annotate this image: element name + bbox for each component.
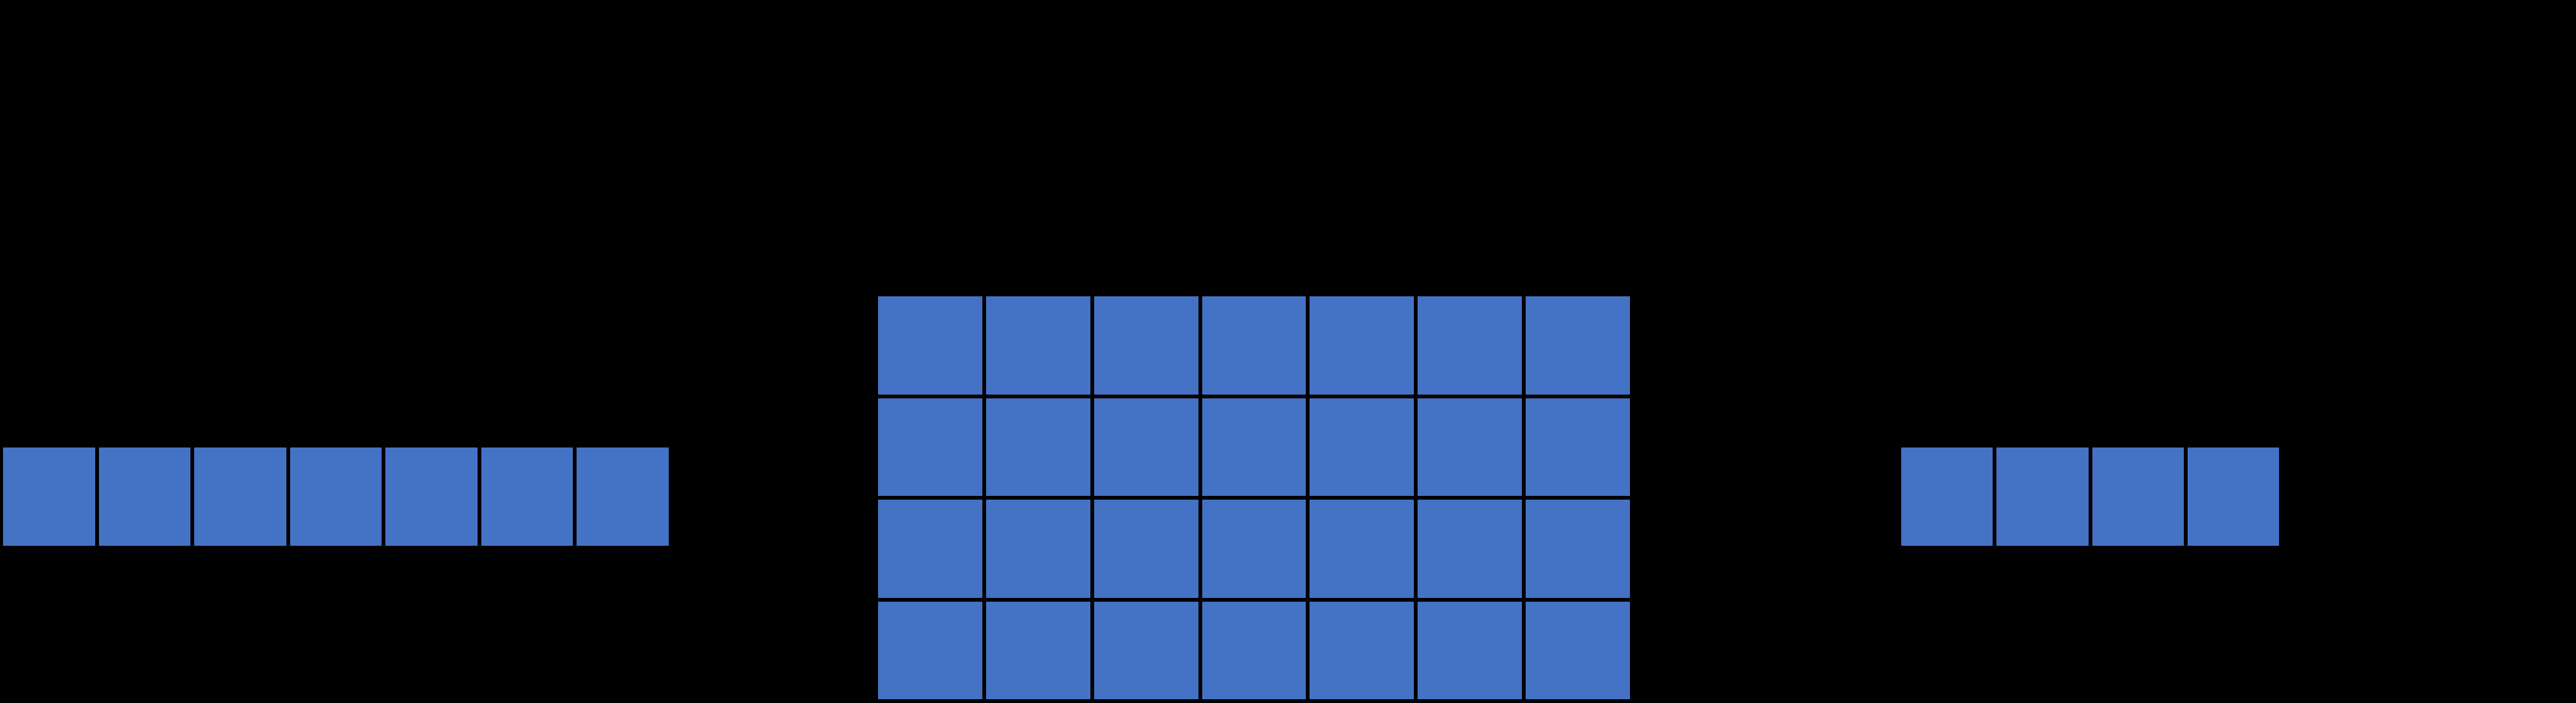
center-square-grid (878, 296, 1630, 699)
unit-square (98, 448, 191, 546)
unit-square (1201, 500, 1307, 598)
unit-square (1901, 448, 1993, 546)
unit-square (985, 296, 1090, 395)
unit-square (1093, 296, 1198, 395)
unit-square (1310, 500, 1415, 598)
unit-square (1526, 601, 1630, 699)
unit-square (1418, 398, 1523, 496)
unit-square (3, 448, 95, 546)
unit-square (1201, 296, 1307, 395)
unit-square (2187, 448, 2279, 546)
right-square-row (1901, 448, 2279, 546)
unit-square (1418, 500, 1523, 598)
unit-square (1526, 398, 1630, 496)
unit-square (1093, 500, 1198, 598)
unit-square (1201, 398, 1307, 496)
unit-square (1996, 448, 2089, 546)
unit-square (985, 601, 1090, 699)
unit-square (1093, 398, 1198, 496)
unit-square (1526, 296, 1630, 395)
unit-square (878, 601, 982, 699)
unit-square (2092, 448, 2184, 546)
unit-square (1310, 296, 1415, 395)
unit-square (878, 296, 982, 395)
unit-square (289, 448, 382, 546)
unit-square (385, 448, 478, 546)
unit-square (985, 398, 1090, 496)
unit-square (577, 448, 669, 546)
unit-square (194, 448, 286, 546)
unit-square (985, 500, 1090, 598)
unit-square (1310, 398, 1415, 496)
unit-square (1526, 500, 1630, 598)
unit-square (1418, 296, 1523, 395)
unit-square (1201, 601, 1307, 699)
unit-square (1418, 601, 1523, 699)
unit-square (878, 500, 982, 598)
left-square-row (3, 448, 669, 546)
unit-square (1310, 601, 1415, 699)
unit-square (878, 398, 982, 496)
unit-square (1093, 601, 1198, 699)
unit-square (481, 448, 574, 546)
